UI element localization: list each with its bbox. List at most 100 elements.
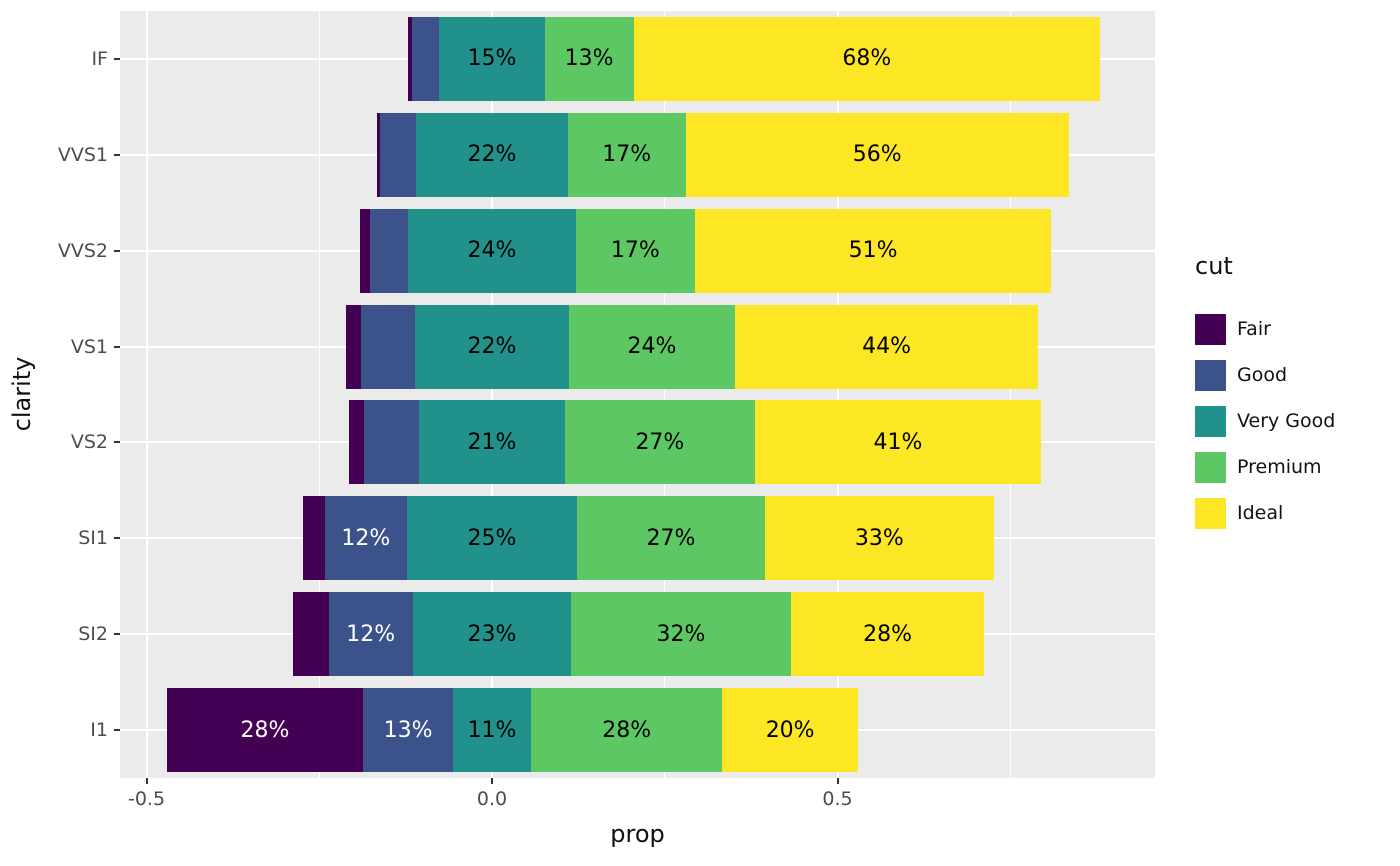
legend-key-swatch: [1195, 313, 1226, 345]
y-tick-label: SI2: [78, 623, 108, 646]
bar-segment-ideal: 56%: [685, 112, 1069, 197]
y-tick-mark: [114, 537, 120, 540]
legend-entry-fair: Fair: [1195, 306, 1395, 352]
minor-gridline: [318, 11, 320, 778]
bar-value-label: 13%: [383, 717, 433, 743]
legend-entry-ideal: Ideal: [1195, 490, 1395, 536]
bar-segment-ideal: 41%: [754, 400, 1041, 485]
bar-segment-very-good: 23%: [412, 592, 572, 677]
bar-i1: 28% 13% 11% 28% 20%: [120, 688, 1155, 773]
x-tick-label: 0.0: [476, 788, 508, 810]
legend-key-label: Good: [1237, 364, 1288, 386]
legend-key-swatch: [1195, 451, 1226, 483]
bar-segment-fair: [360, 208, 371, 293]
bar-value-label: 25%: [467, 525, 517, 551]
bar-value-label: 24%: [467, 238, 517, 264]
bar-segment-premium: 32%: [571, 592, 791, 677]
bar-value-label: 27%: [646, 525, 696, 551]
bar-value-label: 15%: [467, 46, 517, 72]
bar-segment-fair: [408, 16, 412, 101]
legend-key-swatch: [1195, 497, 1226, 529]
bar-segment-ideal: 20%: [722, 688, 858, 773]
legend-entry-premium: Premium: [1195, 444, 1395, 490]
y-tick-mark: [114, 153, 120, 156]
bar-segment-fair: [293, 592, 329, 677]
y-tick-mark: [114, 441, 120, 444]
bar-value-label: 27%: [635, 429, 685, 455]
bar-segment-premium: 17%: [575, 208, 695, 293]
bar-si2: 12% 23% 32% 28%: [120, 592, 1155, 677]
y-tick-label: VS2: [70, 431, 108, 454]
bar-value-label: 28%: [602, 717, 652, 743]
bar-segment-good: 13%: [363, 688, 453, 773]
legend-entries: Fair Good Very Good Premium Ideal: [1195, 306, 1395, 536]
bar-vs2: 21% 27% 41%: [120, 400, 1155, 485]
bar-segment-very-good: 22%: [416, 112, 568, 197]
bar-si1: 12% 25% 27% 33%: [120, 496, 1155, 581]
y-tick-label: SI1: [78, 527, 108, 550]
bar-value-label: 28%: [863, 621, 913, 647]
bar-segment-fair: [349, 400, 364, 485]
bar-value-label: 28%: [240, 717, 290, 743]
bar-segment-good: [380, 112, 417, 197]
legend-key-label: Very Good: [1237, 410, 1336, 432]
bar-segment-fair: [376, 112, 381, 197]
bar-segment-premium: 13%: [544, 16, 634, 101]
bar-segment-ideal: 68%: [633, 16, 1101, 101]
bar-vvs1: 22% 17% 56%: [120, 112, 1155, 197]
y-tick-mark: [114, 57, 120, 60]
bar-segment-premium: 28%: [531, 688, 723, 773]
bar-segment-good: [411, 16, 440, 101]
legend: cut Fair Good Very Good Premium Ideal: [1195, 252, 1395, 536]
bar-value-label: 22%: [467, 334, 517, 360]
bar-segment-good: [370, 208, 409, 293]
bar-value-label: 12%: [341, 525, 391, 551]
bar-value-label: 21%: [467, 429, 517, 455]
bar-value-label: 44%: [862, 334, 911, 360]
bar-segment-very-good: 25%: [407, 496, 577, 581]
bar-segment-very-good: 21%: [419, 400, 565, 485]
y-tick-mark: [114, 249, 120, 252]
bar-value-label: 12%: [346, 621, 396, 647]
y-tick-label: IF: [91, 47, 108, 70]
bar-segment-premium: 27%: [576, 496, 765, 581]
y-tick-mark: [114, 729, 120, 732]
bar-segment-fair: [346, 304, 361, 389]
bar-value-label: 24%: [627, 334, 677, 360]
bar-if: 15% 13% 68%: [120, 16, 1155, 101]
x-tick-label: -0.5: [127, 788, 166, 810]
bar-value-label: 32%: [656, 621, 706, 647]
bar-value-label: 51%: [848, 238, 898, 264]
major-gridline: [491, 11, 493, 778]
bar-value-label: 20%: [765, 717, 815, 743]
y-tick-label: I1: [90, 719, 108, 742]
bar-segment-good: [363, 400, 420, 485]
major-gridline: [145, 11, 148, 778]
legend-entry-very-good: Very Good: [1195, 398, 1395, 444]
bar-segment-fair: [302, 496, 325, 581]
bar-segment-premium: 24%: [568, 304, 736, 389]
bar-segment-fair: 28%: [166, 688, 364, 773]
bar-value-label: 41%: [873, 429, 923, 455]
minor-gridline: [1009, 11, 1011, 778]
bar-segment-premium: 27%: [564, 400, 755, 485]
bar-segment-ideal: 33%: [764, 496, 994, 581]
bar-segment-good: 12%: [324, 496, 407, 581]
legend-key-swatch: [1195, 405, 1226, 437]
legend-key-label: Ideal: [1237, 502, 1284, 524]
bar-segment-very-good: 11%: [452, 688, 532, 773]
legend-entry-good: Good: [1195, 352, 1395, 398]
bar-value-label: 17%: [610, 238, 660, 264]
bar-segment-very-good: 22%: [415, 304, 569, 389]
legend-title: cut: [1195, 252, 1233, 280]
y-tick-mark: [114, 345, 120, 348]
x-tick-label: 0.5: [822, 788, 853, 810]
legend-key-label: Premium: [1237, 456, 1322, 478]
bar-segment-good: [360, 304, 416, 389]
bar-vs1: 22% 24% 44%: [120, 304, 1155, 389]
bar-vvs2: 24% 17% 51%: [120, 208, 1155, 293]
bar-value-label: 22%: [467, 142, 517, 168]
x-tick-mark: [491, 778, 493, 784]
bar-segment-good: 12%: [328, 592, 413, 677]
